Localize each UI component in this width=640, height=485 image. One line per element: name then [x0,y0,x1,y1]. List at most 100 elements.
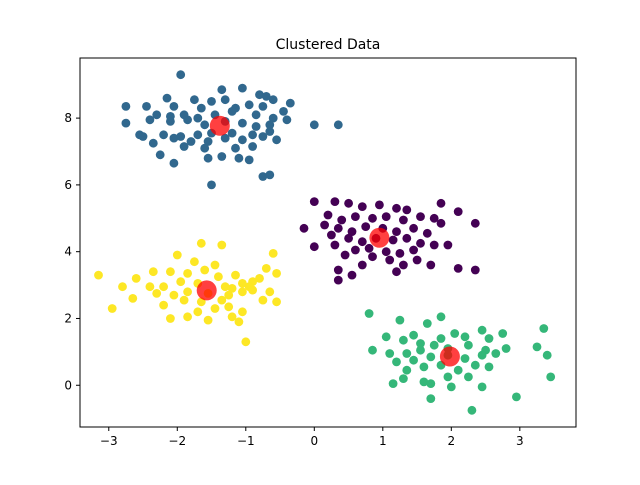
data-point-cluster-1 [145,115,155,125]
data-point-cluster-2 [409,245,418,255]
data-point-cluster-3 [238,307,247,317]
data-point-cluster-2 [337,215,347,225]
data-point-cluster-1 [220,95,230,105]
data-point-cluster-3 [152,289,162,298]
data-point-cluster-3 [193,307,203,317]
data-point-cluster-4 [498,329,508,338]
data-point-cluster-2 [399,215,408,225]
data-point-cluster-1 [268,95,278,105]
data-point-cluster-3 [261,264,271,273]
data-point-cluster-1 [251,122,261,131]
data-point-cluster-1 [200,120,210,130]
data-point-cluster-1 [265,120,275,130]
data-point-cluster-1 [121,102,131,111]
data-point-cluster-4 [450,329,460,338]
data-point-cluster-1 [179,142,189,151]
data-point-cluster-2 [340,250,350,260]
data-point-cluster-3 [166,267,175,277]
data-point-cluster-2 [453,207,463,217]
data-point-cluster-1 [162,93,172,103]
data-point-cluster-3 [203,315,213,325]
centroid-marker-3 [196,280,217,301]
data-point-cluster-4 [436,334,446,343]
x-tick-label: 2 [447,434,455,448]
data-point-cluster-1 [268,113,278,123]
data-point-cluster-2 [436,198,446,208]
data-point-cluster-2 [392,203,401,213]
data-point-cluster-2 [330,197,340,207]
data-point-cluster-3 [217,240,227,250]
data-point-cluster-2 [351,212,360,222]
data-point-cluster-2 [299,223,309,233]
data-point-cluster-4 [477,350,487,360]
data-point-cluster-4 [443,372,453,382]
data-point-cluster-3 [179,295,189,305]
data-point-cluster-4 [381,332,391,342]
data-point-cluster-1 [265,170,275,180]
x-tick-label: 1 [379,434,387,448]
data-point-cluster-2 [347,227,357,237]
data-point-cluster-3 [272,269,281,278]
data-point-cluster-3 [190,257,199,267]
data-point-cluster-2 [333,275,343,285]
data-point-cluster-2 [412,255,422,265]
data-point-cluster-1 [190,95,199,105]
data-point-cluster-2 [388,235,398,245]
data-point-cluster-1 [166,117,175,126]
data-point-cluster-2 [351,245,360,255]
plot-area [94,70,556,415]
data-point-cluster-1 [220,133,230,143]
data-point-cluster-4 [419,377,429,387]
data-point-cluster-1 [121,118,131,128]
data-point-cluster-2 [309,197,319,207]
data-point-cluster-4 [402,349,412,358]
data-point-cluster-3 [166,314,175,323]
data-point-cluster-1 [265,127,275,136]
data-point-cluster-4 [464,372,473,382]
data-point-cluster-1 [169,102,179,111]
data-point-cluster-4 [464,340,473,350]
data-point-cluster-3 [128,294,138,303]
data-point-cluster-2 [429,213,439,223]
data-point-cluster-4 [368,345,377,355]
data-point-cluster-3 [210,304,220,313]
data-point-cluster-2 [344,198,353,208]
data-point-cluster-4 [491,349,501,358]
data-point-cluster-1 [279,107,288,116]
data-point-cluster-2 [395,249,405,258]
data-point-cluster-1 [207,97,216,106]
data-point-cluster-1 [258,172,268,181]
data-point-cluster-1 [258,132,268,141]
data-point-cluster-3 [183,287,193,297]
data-point-cluster-1 [176,132,186,141]
data-point-cluster-2 [453,264,463,273]
data-point-cluster-1 [217,152,227,161]
data-point-cluster-2 [375,200,384,210]
data-point-cluster-2 [320,220,329,230]
centroid-marker-4 [439,346,460,367]
data-point-cluster-1 [251,110,261,120]
data-point-cluster-4 [419,362,429,372]
data-point-cluster-2 [426,260,436,270]
data-point-cluster-3 [224,302,234,312]
data-point-cluster-1 [196,103,206,113]
data-point-cluster-2 [327,230,336,240]
data-point-cluster-3 [159,300,169,310]
data-point-cluster-4 [542,350,552,360]
data-point-cluster-1 [193,113,203,123]
data-point-cluster-1 [200,143,210,153]
data-point-cluster-4 [409,355,418,365]
data-point-cluster-4 [546,372,556,382]
data-point-cluster-2 [470,218,480,228]
data-point-cluster-4 [512,392,521,402]
data-point-cluster-2 [402,205,412,215]
data-point-cluster-4 [416,339,425,348]
data-point-cluster-3 [183,269,193,278]
data-point-cluster-2 [309,242,319,252]
data-point-cluster-3 [238,287,247,297]
data-point-cluster-2 [368,213,377,223]
data-point-cluster-4 [477,325,487,335]
data-point-cluster-4 [436,312,446,322]
data-point-cluster-1 [272,135,281,145]
data-point-cluster-2 [429,240,439,250]
